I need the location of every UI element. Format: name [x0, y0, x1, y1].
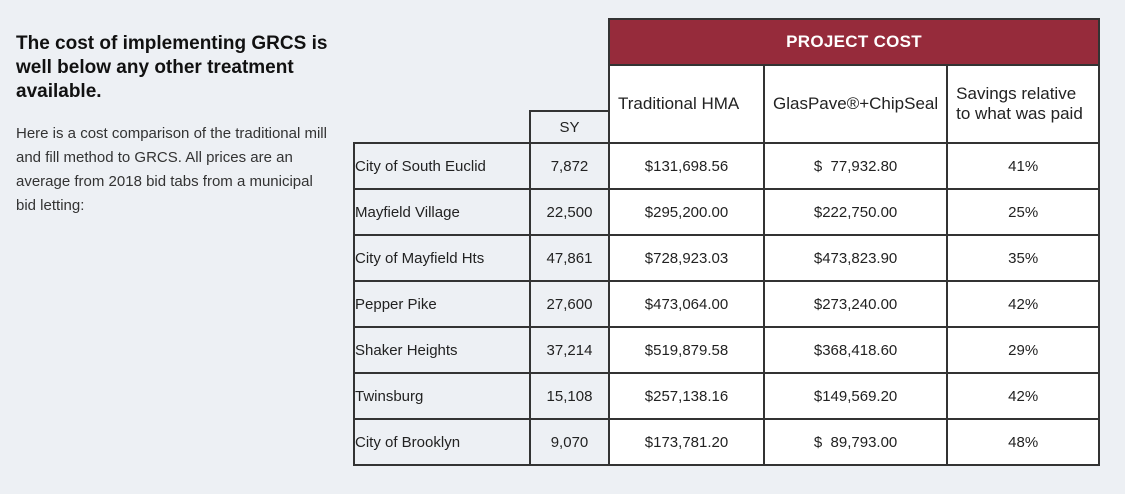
- header-glaspave-chipseal: GlasPave®+ChipSeal: [762, 64, 949, 144]
- city-name-cell: City of Mayfield Hts: [353, 234, 531, 282]
- traditional-hma-cell: $473,064.00: [608, 280, 765, 328]
- header-traditional-hma: Traditional HMA: [608, 64, 765, 144]
- banner-row: PROJECT COST: [354, 18, 1101, 66]
- sy-cell: 9,070: [529, 418, 610, 466]
- table-row: City of Mayfield Hts 47,861 $728,923.03 $47…: [353, 234, 1101, 282]
- city-name-cell: City of South Euclid: [353, 142, 531, 190]
- sy-cell: 37,214: [529, 326, 610, 374]
- glaspave-cell: $368,418.60: [762, 326, 949, 374]
- headline: The cost of implementing GRCS is well be…: [16, 33, 328, 102]
- sy-cell: 27,600: [529, 280, 610, 328]
- table-row: Shaker Heights 37,214 $519,879.58 $368,418.…: [353, 326, 1101, 374]
- glaspave-cell: $ 77,932.80: [762, 142, 949, 190]
- traditional-hma-cell: $728,923.03: [608, 234, 765, 282]
- city-name-cell: City of Brooklyn: [353, 418, 531, 466]
- table-row: City of South Euclid 7,872 $131,698.56 $ 77…: [353, 142, 1101, 190]
- column-header-row-2: SY: [354, 110, 1099, 144]
- city-name-cell: Pepper Pike: [353, 280, 531, 328]
- savings-cell: 48%: [946, 418, 1101, 466]
- glaspave-cell: $ 89,793.00: [762, 418, 949, 466]
- column-header-row-1: Traditional HMA GlasPave®+ChipSeal Savin…: [354, 64, 1101, 144]
- traditional-hma-cell: $519,879.58: [608, 326, 765, 374]
- glaspave-cell: $473,823.90: [762, 234, 949, 282]
- sy-cell: 15,108: [529, 372, 610, 420]
- savings-cell: 41%: [946, 142, 1101, 190]
- city-name-cell: Shaker Heights: [353, 326, 531, 374]
- savings-cell: 35%: [946, 234, 1101, 282]
- table-row: Twinsburg 15,108 $257,138.16 $149,569.20 42%: [353, 372, 1101, 420]
- savings-cell: 42%: [946, 280, 1101, 328]
- city-name-cell: Mayfield Village: [353, 188, 531, 236]
- glaspave-cell: $222,750.00: [762, 188, 949, 236]
- glaspave-cell: $149,569.20: [762, 372, 949, 420]
- glaspave-cell: $273,240.00: [762, 280, 949, 328]
- header-sy: SY: [529, 110, 610, 144]
- sy-cell: 22,500: [529, 188, 610, 236]
- savings-cell: 42%: [946, 372, 1101, 420]
- savings-cell: 25%: [946, 188, 1101, 236]
- project-cost-banner: PROJECT COST: [607, 18, 1101, 66]
- table-row: Mayfield Village 22,500 $295,200.00 $222,75…: [353, 188, 1101, 236]
- savings-cell: 29%: [946, 326, 1101, 374]
- table-row: Pepper Pike 27,600 $473,064.00 $273,240.00 4…: [353, 280, 1101, 328]
- header-savings: Savings relative to what was paid: [946, 64, 1101, 144]
- traditional-hma-cell: $131,698.56: [608, 142, 765, 190]
- traditional-hma-cell: $257,138.16: [608, 372, 765, 420]
- sy-cell: 47,861: [529, 234, 610, 282]
- traditional-hma-cell: $173,781.20: [608, 418, 765, 466]
- table-row: City of Brooklyn 9,070 $173,781.20 $ 89,793…: [353, 418, 1101, 466]
- cost-comparison-table: PROJECT COST Traditional HMA GlasPave®+C…: [353, 18, 1101, 466]
- sy-cell: 7,872: [529, 142, 610, 190]
- intro-paragraph: Here is a cost comparison of the traditi…: [16, 125, 327, 214]
- city-name-cell: Twinsburg: [353, 372, 531, 420]
- intro-section: The cost of implementing GRCS is well be…: [16, 32, 356, 218]
- traditional-hma-cell: $295,200.00: [608, 188, 765, 236]
